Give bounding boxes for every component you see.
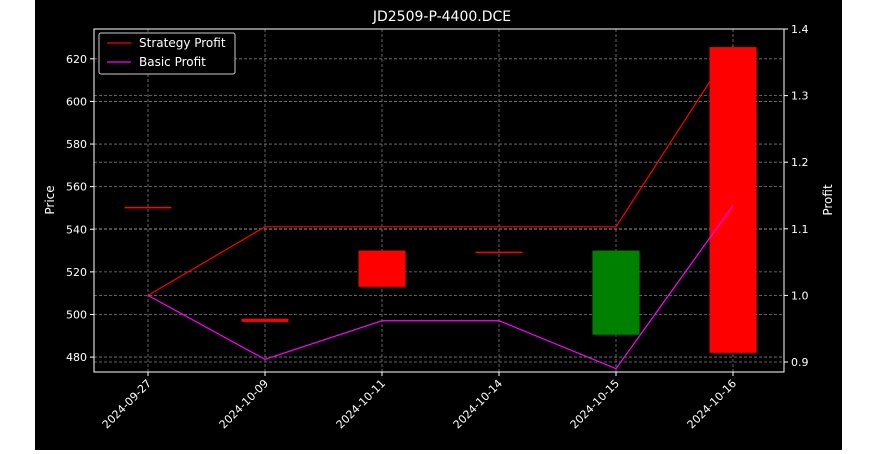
y-tick-label: 480 [66, 351, 87, 364]
y2-tick-label: 1.1 [791, 223, 809, 236]
y2-tick-label: 1.3 [791, 90, 809, 103]
candle-body [475, 251, 523, 254]
left-axis-ticks: 480 500 520 540 560 580 600 620 [66, 53, 94, 364]
chart-figure: JD2509-P-4400.DCE 480 500 520 540 560 580 600 6… [35, 0, 842, 450]
y-axis-label: Price [43, 185, 57, 214]
x-tick-label: 2024-10-16 [685, 377, 739, 431]
y2-tick-label: 1.4 [791, 23, 809, 36]
chart-title: JD2509-P-4400.DCE [372, 9, 511, 25]
x-tick-label: 2024-10-14 [451, 377, 505, 431]
candle-body [241, 318, 289, 322]
legend-label-strategy: Strategy Profit [139, 36, 226, 50]
y-tick-label: 520 [66, 266, 87, 279]
y2-tick-label: 1.2 [791, 156, 809, 169]
legend: Strategy Profit Basic Profit [98, 32, 236, 75]
series-line [147, 45, 734, 296]
y2-axis-label: Profit [821, 184, 835, 216]
y-tick-label: 580 [66, 138, 87, 151]
x-tick-label: 2024-10-15 [568, 377, 622, 431]
plot-frame [93, 28, 785, 373]
x-axis-ticks: 2024-09-27 2024-10-09 2024-10-11 2024-10-14… [100, 372, 739, 431]
y-tick-label: 500 [66, 308, 87, 321]
candle-body [358, 250, 406, 287]
legend-box [98, 32, 236, 75]
y2-tick-label: 0.9 [791, 356, 809, 369]
candle-body [592, 250, 640, 335]
y-tick-label: 620 [66, 53, 87, 66]
x-tick-label: 2024-09-27 [100, 377, 154, 431]
candle-body [709, 47, 757, 353]
profit-lines [147, 45, 734, 370]
y-tick-label: 540 [66, 223, 87, 236]
y2-tick-label: 1.0 [791, 289, 809, 302]
x-tick-label: 2024-10-09 [217, 377, 271, 431]
x-tick-label: 2024-10-11 [334, 377, 388, 431]
candle-body [124, 206, 172, 209]
legend-label-basic: Basic Profit [139, 55, 206, 69]
candles [124, 47, 757, 353]
right-axis-ticks: 0.9 1.0 1.1 1.2 1.3 1.4 [784, 23, 809, 369]
y-tick-label: 600 [66, 95, 87, 108]
chart-canvas: JD2509-P-4400.DCE 480 500 520 540 560 580 600 6… [43, 9, 835, 431]
y-tick-label: 560 [66, 181, 87, 194]
series-line [147, 205, 734, 370]
